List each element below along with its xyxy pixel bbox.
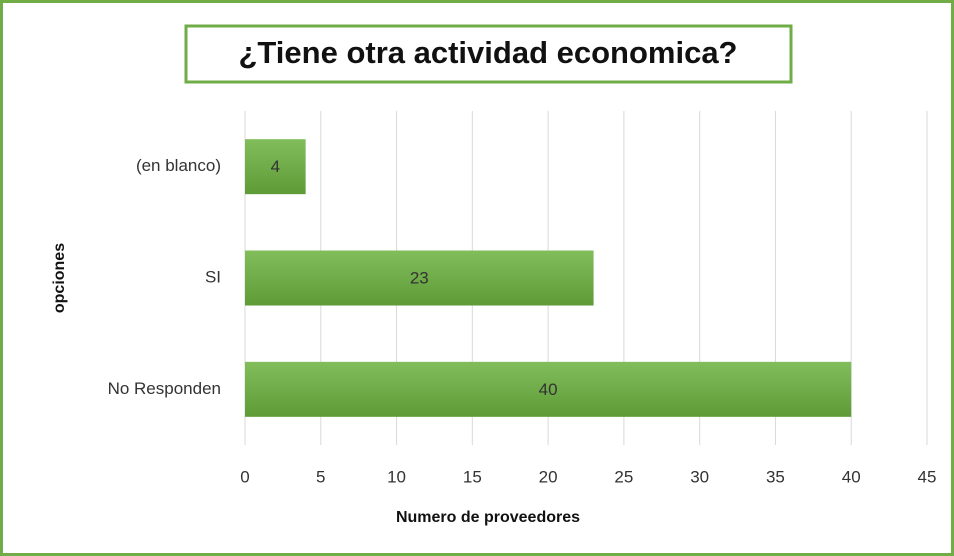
x-tick-label: 25 bbox=[614, 467, 633, 486]
y-tick-label: No Responden bbox=[108, 379, 221, 398]
bar bbox=[245, 139, 306, 195]
x-tick-label: 30 bbox=[690, 467, 709, 486]
y-axis-label: opciones bbox=[51, 243, 68, 313]
title-box bbox=[184, 24, 793, 84]
x-tick-label: 5 bbox=[316, 467, 325, 486]
bar bbox=[245, 361, 852, 417]
x-tick-label: 10 bbox=[387, 467, 406, 486]
x-tick-label: 20 bbox=[539, 467, 558, 486]
x-axis-label: Numero de proveedores bbox=[396, 509, 580, 526]
x-tick-label: 15 bbox=[463, 467, 482, 486]
x-tick-label: 0 bbox=[240, 467, 249, 486]
x-tick-label: 40 bbox=[842, 467, 861, 486]
data-label: 23 bbox=[410, 268, 429, 287]
chart-title: ¿Tiene otra actividad economica? bbox=[238, 35, 737, 70]
x-tick-label: 35 bbox=[766, 467, 785, 486]
y-tick-label: (en blanco) bbox=[136, 156, 221, 175]
bar bbox=[245, 250, 594, 306]
data-label: 40 bbox=[539, 380, 558, 399]
data-label: 4 bbox=[271, 157, 280, 176]
y-tick-label: SI bbox=[205, 267, 221, 286]
x-tick-label: 45 bbox=[918, 467, 937, 486]
